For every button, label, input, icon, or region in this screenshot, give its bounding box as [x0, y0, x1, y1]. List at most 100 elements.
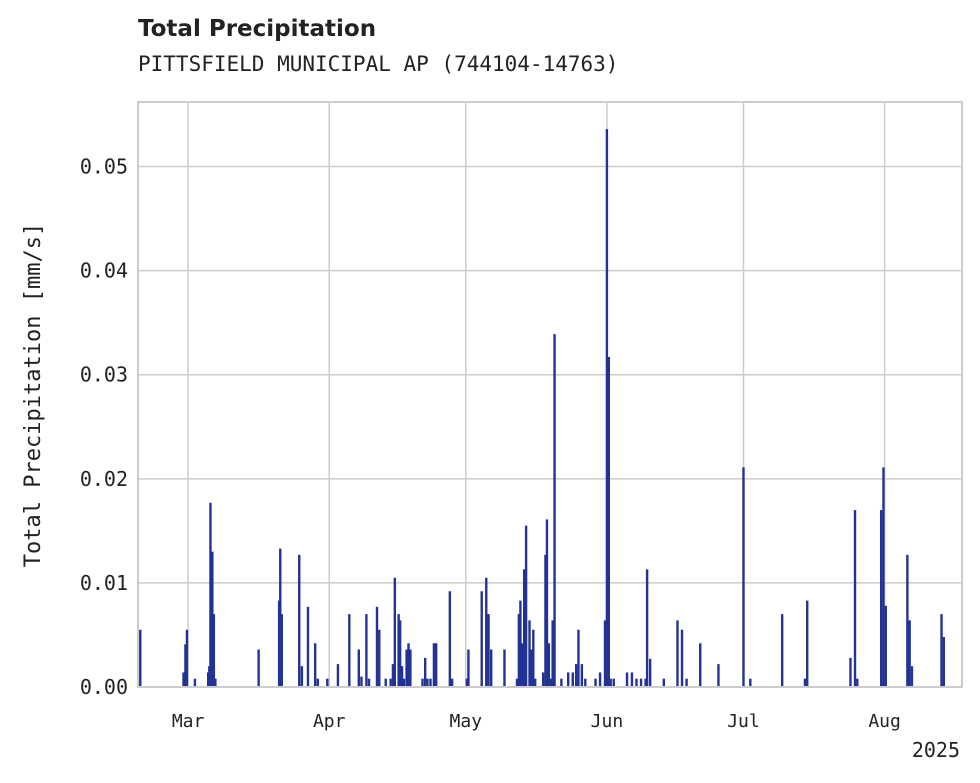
precip-bar: [541, 672, 545, 687]
x-tick-label: Apr: [313, 711, 346, 732]
precip-bar: [279, 548, 282, 687]
precip-bar: [639, 678, 643, 687]
precip-bar: [360, 676, 363, 687]
precip-bar: [423, 657, 427, 687]
precip-bar: [717, 664, 720, 687]
precip-bar: [856, 678, 859, 687]
precip-bar: [212, 614, 216, 687]
precip-bar: [547, 643, 551, 687]
y-tick-label: 0.03: [80, 363, 128, 387]
x-tick-label: Aug: [868, 711, 901, 732]
precip-bar: [580, 664, 584, 687]
x-tick-label: Mar: [172, 711, 205, 732]
precip-bar: [393, 577, 397, 687]
precip-bar: [398, 620, 402, 687]
y-tick-label: 0.05: [80, 155, 128, 179]
precip-bar: [853, 510, 857, 687]
precip-bar: [648, 658, 652, 687]
precip-bar: [485, 577, 488, 687]
y-tick-label: 0.01: [80, 571, 128, 595]
precip-bar: [584, 678, 587, 687]
precip-bar: [185, 629, 189, 687]
precip-bar: [884, 605, 887, 687]
precip-bar: [524, 525, 528, 687]
precip-bar: [400, 666, 404, 687]
x-tick-label: Jul: [727, 711, 760, 732]
precip-bar: [849, 657, 852, 687]
precip-bar: [594, 678, 597, 687]
precip-bar: [603, 620, 607, 687]
precip-bar: [742, 467, 745, 687]
precip-bar: [378, 629, 381, 687]
precip-bar: [940, 614, 943, 687]
precip-bar: [214, 678, 217, 687]
y-tick-label: 0.04: [80, 259, 128, 283]
precip-bar: [528, 620, 531, 687]
precip-bar: [503, 649, 506, 687]
precip-bar: [521, 643, 524, 687]
precip-bar: [906, 554, 909, 687]
precip-bar: [625, 672, 629, 687]
precip-bar: [662, 678, 666, 687]
precip-bar: [280, 614, 283, 687]
precip-bar: [357, 649, 360, 687]
precip-bar: [306, 606, 310, 687]
precip-bar: [193, 678, 197, 687]
chart-subtitle: PITTSFIELD MUNICIPAL AP (744104-14763): [138, 52, 619, 76]
precip-bar: [685, 678, 688, 687]
precip-bar: [448, 591, 452, 687]
precip-bar: [567, 672, 570, 687]
precip-bar: [517, 614, 521, 687]
precip-bar: [465, 678, 469, 687]
precip-bar: [635, 678, 638, 687]
precip-bar: [391, 664, 395, 687]
precip-bar: [749, 678, 752, 687]
precip-bar: [348, 614, 351, 687]
precip-bar: [402, 678, 406, 687]
precipitation-bars: [139, 129, 945, 687]
precip-bar: [298, 554, 301, 687]
precip-bar: [882, 467, 885, 687]
plot-frame: [137, 101, 963, 688]
precip-bar: [409, 649, 412, 687]
precip-bar: [780, 614, 784, 687]
precip-bar: [316, 678, 320, 687]
precip-bar: [515, 678, 519, 687]
precip-bar: [551, 620, 554, 687]
precip-bar: [942, 637, 945, 687]
precip-bar: [139, 629, 142, 687]
precip-bar: [803, 678, 807, 687]
precip-bar: [532, 629, 535, 687]
precip-bar: [544, 554, 547, 687]
precip-bar: [405, 649, 408, 687]
y-tick-label: 0.02: [80, 467, 128, 491]
precip-bar: [257, 649, 260, 687]
precip-bar: [553, 334, 556, 687]
x-axis-ticks: Mar Apr May Jun Jul Aug: [172, 711, 901, 732]
x-tick-label: May: [450, 711, 483, 732]
precip-bar: [467, 649, 470, 687]
precip-bar: [699, 643, 702, 687]
precip-bar: [910, 666, 914, 687]
precip-bar: [326, 678, 329, 687]
precip-bar: [313, 643, 317, 687]
precip-bar: [908, 620, 911, 687]
precip-bar: [434, 643, 438, 687]
precip-bar: [487, 614, 490, 687]
precip-bar: [384, 678, 387, 687]
precip-bar: [421, 678, 424, 687]
precip-bar: [806, 600, 809, 687]
precip-bar: [184, 644, 187, 687]
precip-bar: [397, 614, 400, 687]
grid-lines: [138, 102, 962, 687]
precip-bar: [545, 519, 549, 687]
precip-bar: [389, 678, 392, 687]
precip-bar: [211, 551, 214, 687]
y-axis-label: Total Precipitation [mm/s]: [21, 223, 46, 567]
x-tick-label: Jun: [591, 711, 624, 732]
precip-bar: [519, 600, 522, 687]
year-label: 2025: [912, 738, 960, 762]
precip-bar: [300, 666, 304, 687]
precip-bar: [432, 643, 436, 687]
precip-bar: [571, 672, 574, 687]
